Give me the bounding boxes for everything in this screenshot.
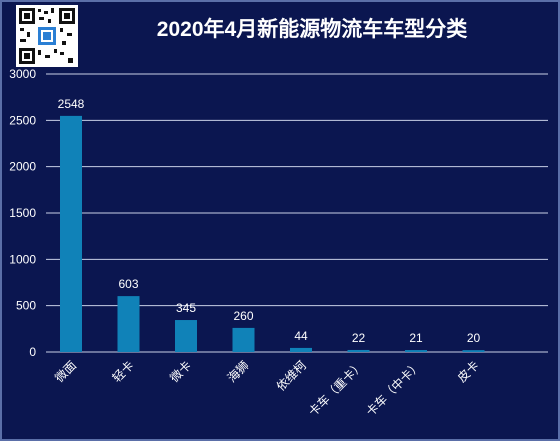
bar-value-label: 2548 bbox=[58, 97, 85, 111]
x-category-label: 海狮 bbox=[224, 358, 252, 386]
bar bbox=[60, 115, 82, 352]
bar-value-label: 22 bbox=[352, 331, 366, 345]
x-category-label: 轻卡 bbox=[110, 358, 137, 385]
qr-code-graphic bbox=[16, 5, 78, 67]
bar bbox=[117, 296, 140, 352]
y-tick-label: 0 bbox=[29, 345, 36, 359]
bar-value-label: 260 bbox=[233, 309, 253, 323]
x-category-label: 卡车（中卡） bbox=[363, 358, 425, 420]
chart-title: 2020年4月新能源物流车车型分类 bbox=[156, 18, 468, 41]
x-category-label: 皮卡 bbox=[455, 358, 482, 385]
bar bbox=[290, 347, 312, 352]
y-tick-label: 2500 bbox=[9, 113, 36, 127]
y-tick-label: 1000 bbox=[9, 252, 36, 266]
qr-code-image bbox=[16, 5, 78, 67]
x-category-label: 卡车（重卡） bbox=[305, 358, 367, 420]
y-tick-label: 500 bbox=[16, 299, 36, 313]
bar bbox=[347, 349, 370, 352]
bar-value-label: 20 bbox=[467, 331, 481, 345]
y-tick-label: 3000 bbox=[9, 67, 36, 81]
y-tick-label: 2000 bbox=[9, 160, 36, 174]
bar bbox=[462, 350, 485, 352]
bar-value-label: 345 bbox=[176, 301, 196, 315]
y-tick-label: 1500 bbox=[9, 206, 36, 220]
bar bbox=[232, 327, 255, 352]
x-category-label: 依维柯 bbox=[273, 358, 309, 394]
bar-value-label: 44 bbox=[294, 329, 308, 343]
bar bbox=[405, 350, 427, 352]
bar-value-label: 21 bbox=[409, 331, 423, 345]
x-category-label: 微卡 bbox=[167, 358, 194, 385]
x-category-label: 微面 bbox=[52, 358, 79, 385]
bar bbox=[175, 320, 197, 352]
bar-value-label: 603 bbox=[118, 277, 138, 291]
